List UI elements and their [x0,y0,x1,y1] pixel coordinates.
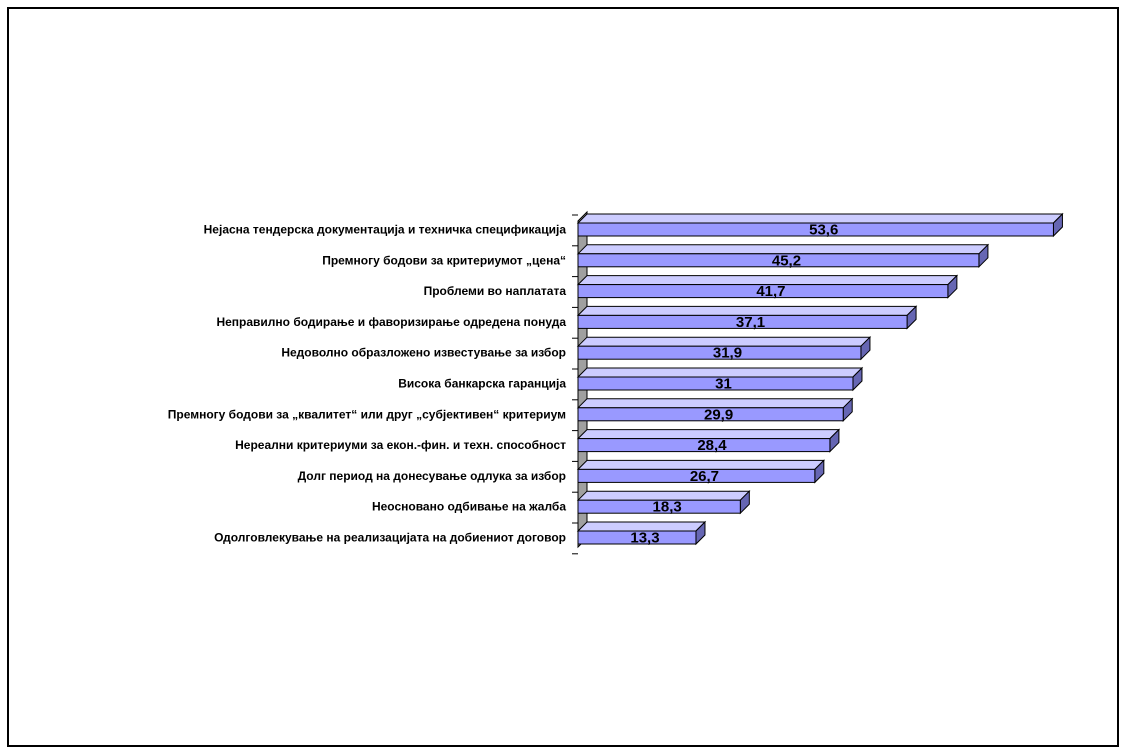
bar-front-face [577,376,854,391]
bar-2 [576,243,990,269]
category-label-8: Нереални критериуми за екон.-фин. и техн… [235,438,566,452]
value-label-5: 31,9 [713,345,742,362]
chart-frame: Нејасна тендерска документација и технич… [7,7,1119,747]
bar-8 [576,428,841,453]
bar-7 [576,397,854,423]
bar-5 [576,335,872,361]
bar-front-face [577,499,741,514]
category-label-5: Недоволно образложено известување за изб… [281,346,566,360]
value-label-4: 37,1 [736,314,765,331]
value-label-11: 13,3 [630,530,659,547]
bar-front-face [577,468,816,483]
category-label-9: Долг период на донесување одлука за избо… [298,469,566,483]
value-label-6: 31 [715,376,732,393]
bar-front-face [577,345,862,360]
value-label-2: 45,2 [772,252,801,269]
bar-front-face [577,530,697,545]
value-label-9: 26,7 [690,468,719,485]
bar-6 [576,366,864,392]
category-label-1: Нејасна тендерска документација и технич… [204,223,567,237]
category-label-4: Неправилно бодирање и фаворизирање одред… [216,315,566,329]
bar-chart: Нејасна тендерска документација и технич… [168,210,1064,555]
category-label-3: Проблеми во наплатата [424,284,567,298]
bar-front-face [577,222,1054,237]
category-label-11: Одолговлекување на реализацијата на доби… [214,531,566,545]
bar-9 [576,459,826,484]
value-label-7: 29,9 [704,406,733,423]
value-label-1: 53,6 [809,222,838,239]
category-label-7: Премногу бодови за „квалитет“ или друг „… [168,407,566,421]
category-label-10: Неосновано одбивање на жалба [372,500,566,514]
bar-front-face [577,284,949,299]
bar-front-face [577,407,844,422]
category-label-6: Висока банкарска гаранција [398,377,566,391]
bar-front-face [577,438,831,453]
bar-1 [576,212,1064,238]
bar-front-face [577,253,980,268]
bar-4 [576,305,918,330]
value-label-10: 18,3 [653,499,682,516]
value-label-3: 41,7 [756,283,785,300]
bar-10 [576,489,751,515]
bar-front-face [577,314,908,329]
category-label-2: Премногу бодови за критериумот „цена“ [322,253,566,267]
value-label-8: 28,4 [697,437,727,454]
bar-11 [576,520,707,546]
bar-3 [576,274,959,299]
